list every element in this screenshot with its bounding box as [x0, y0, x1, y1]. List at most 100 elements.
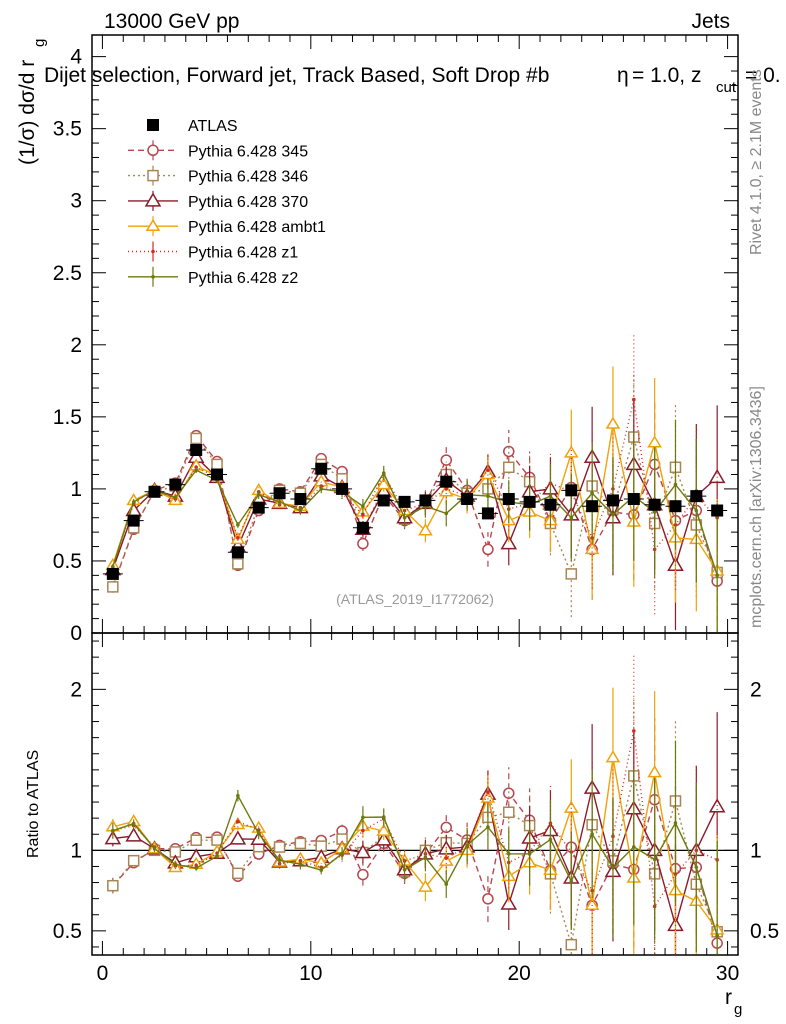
ratio-point-pythia-6-428-z2 [673, 821, 678, 825]
ratio-point-pythia-6-428-346 [211, 834, 223, 846]
ratio-point-pythia-6-428-z2 [111, 828, 115, 833]
atlas-data-point [502, 492, 515, 505]
point-pythia-6-428-ambt1 [418, 523, 433, 536]
ratio-point-pythia-6-428-z2 [361, 815, 365, 820]
point-pythia-6-428-z2 [402, 515, 407, 520]
ratio-point-pythia-6-428-z2 [340, 851, 344, 856]
y-tick-label-ratio: 1 [70, 839, 82, 862]
point-pythia-6-428-346 [211, 458, 223, 471]
legend-marker-atlas [147, 119, 159, 131]
legend-marker-pythia-6-428-346 [147, 169, 159, 182]
chart-title-suffix: = 1.0, z [632, 64, 701, 87]
ratio-point-pythia-6-428-z1 [361, 828, 365, 833]
y-axis-label-main: (1/σ) dσ/d r [16, 60, 39, 165]
point-pythia-6-428-z1 [361, 513, 365, 517]
x-tick-label: 20 [508, 962, 531, 985]
header-jets: Jets [691, 10, 730, 33]
atlas-data-point [481, 507, 494, 520]
point-pythia-6-428-345 [482, 543, 494, 556]
point-pythia-6-428-z2 [548, 494, 553, 498]
atlas-data-point [648, 498, 661, 511]
point-pythia-6-428-z2 [673, 482, 678, 487]
ratio-point-pythia-6-428-z2 [548, 837, 553, 842]
point-pythia-6-428-z2 [236, 523, 240, 527]
legend-label-atlas: ATLAS [188, 118, 238, 135]
point-pythia-6-428-z1 [632, 397, 636, 402]
ratio-point-pythia-6-428-346 [232, 867, 244, 880]
y-tick-label-main: 2 [70, 334, 82, 357]
point-pythia-6-428-z2 [277, 500, 282, 504]
point-pythia-6-428-ambt1 [647, 435, 662, 448]
ratio-point-pythia-6-428-z2 [381, 815, 386, 819]
point-pythia-6-428-z2 [590, 491, 594, 496]
point-pythia-6-428-ambt1 [376, 477, 392, 490]
ratio-point-pythia-6-428-ambt1 [605, 750, 621, 763]
atlas-data-point [398, 495, 411, 508]
point-pythia-6-428-z2 [381, 471, 386, 475]
point-pythia-6-428-346 [503, 461, 515, 474]
point-pythia-6-428-z2 [361, 504, 365, 508]
ratio-point-pythia-6-428-ambt1 [647, 765, 662, 778]
atlas-data-point [336, 482, 349, 495]
ratio-point-pythia-6-428-z1 [632, 729, 636, 733]
atlas-data-point [377, 494, 390, 507]
y-tick-label-ratio: 2 [70, 678, 82, 701]
ratio-point-pythia-6-428-z2 [632, 845, 636, 849]
point-pythia-6-428-z2 [611, 513, 615, 517]
legend-marker-pythia-6-428-345 [147, 144, 159, 157]
y-tick-label-main: 1.5 [53, 406, 82, 429]
atlas-data-point [127, 514, 140, 527]
y-tick-label-main: 1 [70, 478, 82, 501]
watermark: (ATLAS_2019_I1772062) [336, 591, 494, 607]
point-pythia-6-428-370 [500, 535, 518, 550]
legend-marker-pythia-6-428-ambt1 [145, 218, 161, 231]
chart-title-tail: = 0. [745, 64, 781, 87]
chart-title-main: Dijet selection, Forward jet, Track Base… [44, 64, 549, 87]
point-pythia-6-428-370 [708, 468, 726, 484]
point-pythia-6-428-z2 [694, 508, 699, 513]
point-pythia-6-428-345 [357, 537, 369, 550]
y-tick-label-ratio-right: 2 [750, 678, 762, 701]
atlas-data-point [669, 500, 682, 513]
point-pythia-6-428-z2 [256, 492, 261, 497]
y-tick-label-main: 3 [70, 190, 82, 213]
ratio-point-pythia-6-428-z2 [194, 866, 198, 870]
ratio-point-pythia-6-428-ambt1 [563, 800, 579, 813]
atlas-data-point [627, 492, 640, 505]
ratio-line-pythia-6-428-ambt1 [112, 757, 718, 931]
legend-label-pythia-6-428-z2: Pythia 6.428 z2 [188, 270, 298, 287]
ratio-point-pythia-6-428-z2 [694, 865, 699, 870]
ratio-point-pythia-6-428-346 [273, 841, 286, 853]
ratio-point-pythia-6-428-346 [190, 834, 202, 846]
point-pythia-6-428-346 [565, 568, 578, 580]
point-pythia-6-428-346 [107, 581, 119, 593]
ratio-point-pythia-6-428-z2 [277, 858, 282, 863]
atlas-data-point [106, 567, 119, 580]
x-axis-label: r [725, 986, 732, 1009]
ratio-point-pythia-6-428-346 [127, 854, 140, 867]
point-pythia-6-428-z1 [236, 536, 240, 540]
legend-label-pythia-6-428-z1: Pythia 6.428 z1 [188, 245, 298, 262]
ratio-point-pythia-6-428-346 [107, 879, 119, 892]
ratio-point-pythia-6-428-z2 [402, 868, 407, 872]
y-tick-label-ratio-right: 1 [750, 839, 762, 862]
ratio-point-pythia-6-428-ambt1 [438, 853, 454, 866]
ratio-point-pythia-6-428-z2 [611, 866, 615, 870]
ratio-point-pythia-6-428-346 [503, 806, 515, 819]
ratio-point-pythia-6-428-345 [482, 893, 494, 905]
atlas-data-point [544, 498, 557, 511]
point-pythia-6-428-z2 [652, 510, 657, 514]
point-pythia-6-428-ambt1 [584, 541, 600, 555]
ratio-point-pythia-6-428-ambt1 [376, 823, 392, 836]
point-pythia-6-428-346 [190, 432, 202, 445]
point-pythia-6-428-ambt1 [605, 416, 621, 429]
ratio-point-pythia-6-428-z1 [236, 819, 240, 824]
ratio-point-pythia-6-428-z2 [465, 843, 469, 847]
ratio-point-pythia-6-428-z2 [236, 793, 240, 798]
ratio-point-pythia-6-428-370 [229, 830, 247, 845]
x-tick-label: 10 [299, 962, 322, 985]
point-pythia-6-428-ambt1 [438, 484, 454, 497]
ratio-line-pythia-6-428-345 [112, 791, 718, 944]
ratio-point-pythia-6-428-z2 [423, 855, 428, 860]
